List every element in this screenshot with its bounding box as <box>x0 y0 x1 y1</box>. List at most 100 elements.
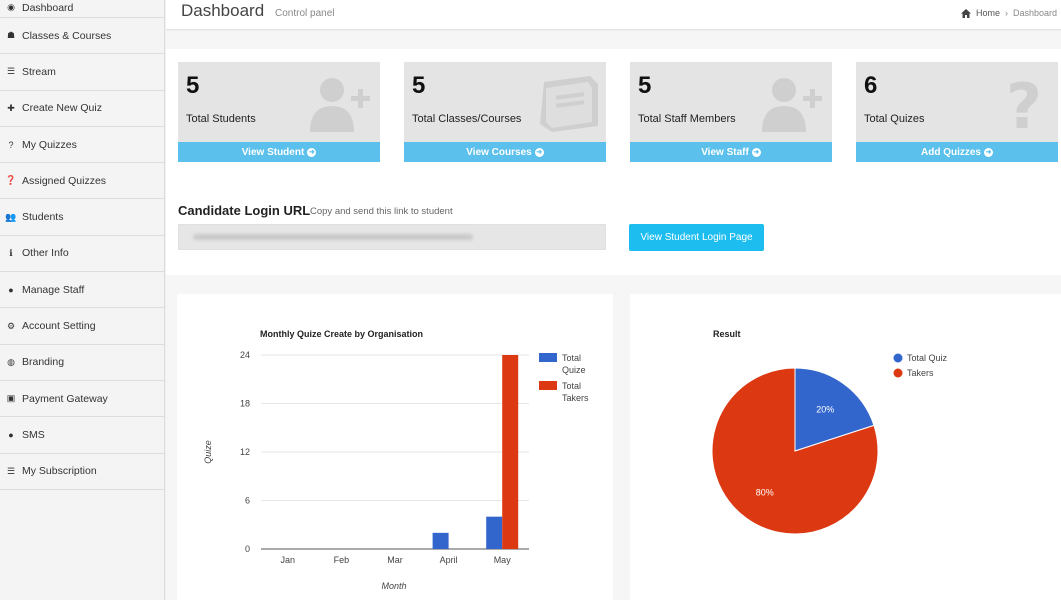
book-icon <box>540 76 598 132</box>
link-label: Add Quizzes <box>920 146 981 158</box>
sidebar: ◉ Dashboard ☗ Classes & Courses ☰ Stream ✚ Crea… <box>0 0 165 600</box>
bar-total-takers-may[interactable] <box>502 355 519 549</box>
question-icon: ? <box>8 139 14 150</box>
y-tick-label: 12 <box>240 447 250 457</box>
legend-swatch <box>893 368 903 378</box>
sidebar-item-label: Other Info <box>22 247 69 260</box>
sidebar-item-label: Branding <box>22 356 65 369</box>
info-icon: ℹ <box>9 247 13 258</box>
x-tick-label: Feb <box>334 555 350 565</box>
x-tick-label: Mar <box>387 555 403 565</box>
legend-label: Total <box>562 353 581 363</box>
pie-slice-total-quiz[interactable] <box>794 367 875 452</box>
candidate-login-subtitle: Copy and send this link to student <box>310 206 453 217</box>
sidebar-item-payment-gateway[interactable]: ▣ Payment Gateway <box>0 381 164 418</box>
sidebar-item-label: Stream <box>22 65 56 78</box>
user-plus-icon <box>762 78 822 132</box>
stat-label: Total Staff Members <box>638 113 736 125</box>
stat-card-students: 5 Total Students View Student ➜ <box>178 62 380 162</box>
sidebar-item-branding[interactable]: ◍ Branding <box>0 345 164 381</box>
breadcrumb-home[interactable]: Home <box>975 8 1000 18</box>
link-label: View Staff <box>701 146 749 158</box>
stat-value: 5 <box>412 72 426 99</box>
sidebar-item-stream[interactable]: ☰ Stream <box>0 54 164 91</box>
y-tick-label: 6 <box>245 496 250 506</box>
list-icon: ☰ <box>6 66 16 77</box>
gear-icon: ⚙ <box>6 320 16 331</box>
stat-card-staff: 5 Total Staff Members View Staff ➜ <box>630 62 832 162</box>
sidebar-item-label: My Quizzes <box>22 138 77 151</box>
breadcrumb: Home › Dashboard <box>960 8 1057 18</box>
sidebar-item-dashboard[interactable]: ◉ Dashboard <box>0 0 164 18</box>
x-tick-label: Jan <box>281 555 296 565</box>
stat-label: Total Classes/Courses <box>412 113 522 125</box>
monthly-quiz-chart-panel: Monthly Quize Create by Organisation Qui… <box>177 294 613 600</box>
blurred-url-text <box>193 234 473 240</box>
sidebar-item-create-new-quiz[interactable]: ✚ Create New Quiz <box>0 91 164 127</box>
sidebar-item-classes-courses[interactable]: ☗ Classes & Courses <box>0 18 164 55</box>
breadcrumb-current: Dashboard <box>1012 8 1057 18</box>
sidebar-item-label: Students <box>22 211 64 224</box>
main-content: 5 Total Students View Student ➜ 5 Total … <box>166 31 1061 600</box>
users-icon: 👥 <box>5 211 17 222</box>
question-circle-icon: ❓ <box>5 175 17 186</box>
x-axis-label: Month <box>381 581 406 591</box>
legend-swatch <box>893 353 903 363</box>
y-tick-label: 24 <box>240 350 250 360</box>
legend-label: Total Quiz <box>907 353 948 363</box>
stat-value: 6 <box>864 72 878 99</box>
chart-title: Result <box>713 329 741 339</box>
sidebar-item-label: Classes & Courses <box>22 29 112 42</box>
link-label: View Student <box>241 146 305 158</box>
sidebar-item-sms[interactable]: ● SMS <box>0 417 164 454</box>
arrow-circle-icon: ➜ <box>751 147 761 157</box>
candidate-login-url-field[interactable] <box>178 224 606 250</box>
page-title: Dashboard <box>181 1 265 20</box>
globe-icon: ◍ <box>7 356 15 367</box>
comment-icon: ● <box>8 429 14 440</box>
sidebar-item-label: Create New Quiz <box>22 102 102 115</box>
sidebar-item-account-setting[interactable]: ⚙ Account Setting <box>0 308 164 345</box>
sidebar-item-label: Assigned Quizzes <box>22 174 107 187</box>
legend-swatch <box>539 353 557 362</box>
sidebar-item-manage-staff[interactable]: ● Manage Staff <box>0 272 164 309</box>
view-staff-link[interactable]: View Staff ➜ <box>630 142 832 162</box>
user-icon: ● <box>8 284 14 295</box>
monthly-quiz-bar-chart: Monthly Quize Create by Organisation Qui… <box>203 329 589 591</box>
y-tick-label: 0 <box>245 544 250 554</box>
sidebar-item-label: Manage Staff <box>22 283 85 296</box>
sidebar-item-other-info[interactable]: ℹ Other Info <box>0 236 164 273</box>
view-student-link[interactable]: View Student ➜ <box>178 142 380 162</box>
pie-slice-takers[interactable] <box>711 367 879 535</box>
stat-label: Total Students <box>186 113 256 125</box>
svg-text:?: ? <box>1006 74 1042 136</box>
arrow-circle-icon: ➜ <box>984 147 993 157</box>
stats-row: 5 Total Students View Student ➜ 5 Total … <box>166 49 1061 207</box>
stat-label: Total Quizes <box>864 113 925 125</box>
candidate-login-panel: Candidate Login URL Copy and send this l… <box>166 193 1061 275</box>
user-plus-icon <box>310 78 370 132</box>
bar-total-quize-april[interactable] <box>432 532 449 549</box>
sidebar-item-my-subscription[interactable]: ☰ My Subscription <box>0 454 164 490</box>
y-tick-label: 18 <box>240 399 250 409</box>
page-subtitle: Control panel <box>275 8 335 19</box>
sidebar-item-my-quizzes[interactable]: ? My Quizzes <box>0 127 164 164</box>
page-header: Dashboard Control panel Home › Dashboard <box>166 0 1061 30</box>
sidebar-item-students[interactable]: 👥 Students <box>0 199 164 236</box>
sidebar-item-label: Account Setting <box>22 320 96 333</box>
legend-label: Takers <box>562 393 589 403</box>
pie-value-label: 80% <box>756 488 774 498</box>
legend-label: Quize <box>562 365 586 375</box>
stat-card-quizzes: 6 Total Quizes ? Add Quizzes ➜ <box>856 62 1058 162</box>
x-tick-label: April <box>440 555 458 565</box>
view-student-login-page-button[interactable]: View Student Login Page <box>629 224 764 251</box>
stat-value: 5 <box>638 72 652 99</box>
view-courses-link[interactable]: View Courses ➜ <box>404 142 606 162</box>
legend-label: Total <box>562 381 581 391</box>
sidebar-item-assigned-quizzes[interactable]: ❓ Assigned Quizzes <box>0 163 164 200</box>
dashboard-icon: ◉ <box>7 2 15 12</box>
sidebar-menu: ◉ Dashboard ☗ Classes & Courses ☰ Stream ✚ Crea… <box>0 0 164 490</box>
bar-total-quize-may[interactable] <box>486 516 503 549</box>
y-axis-label: Quize <box>203 440 213 464</box>
add-quizzes-link[interactable]: Add Quizzes ➜ <box>856 142 1058 162</box>
